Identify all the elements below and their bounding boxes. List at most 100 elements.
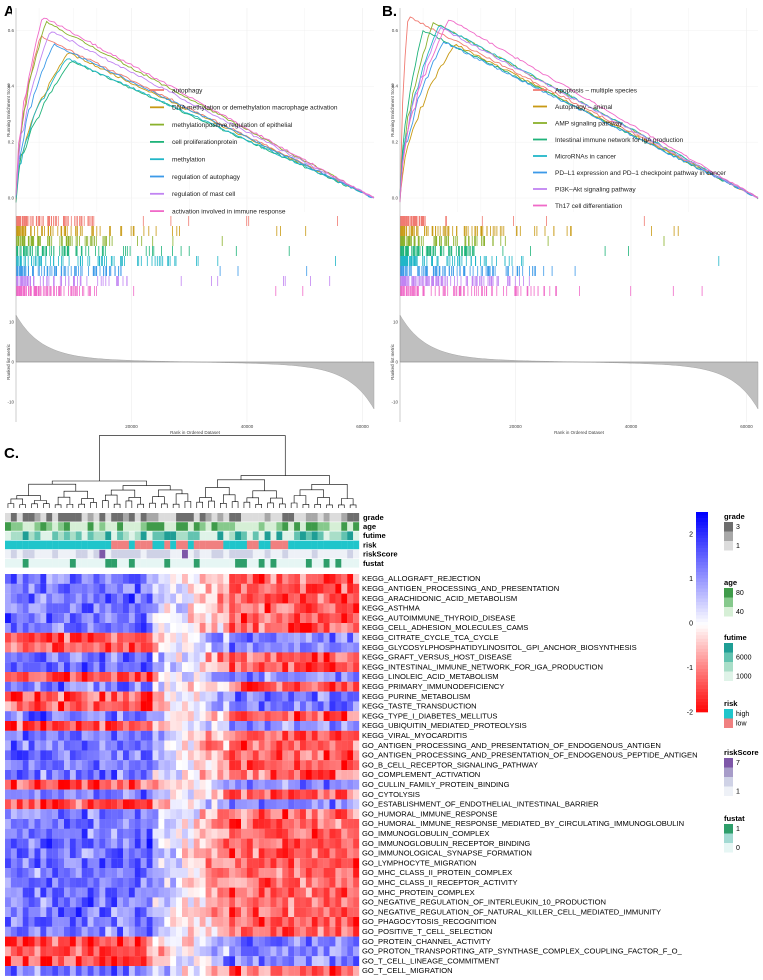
heatmap-cell — [193, 652, 200, 663]
heatmap-cell — [323, 946, 330, 957]
heatmap-cell — [5, 603, 12, 614]
heatmap-cell — [46, 809, 53, 820]
hit-mark — [59, 286, 60, 296]
heatmap-cell — [146, 603, 153, 614]
legend-entry: DNA methylation or demethylation macroph… — [172, 105, 338, 112]
colorbar-step — [696, 542, 708, 546]
heatmap-cell — [105, 779, 112, 790]
heatmap-cell — [164, 770, 171, 780]
heatmap-cell — [5, 966, 12, 976]
heatmap-cell — [229, 603, 236, 614]
heatmap-cell — [335, 711, 342, 722]
heatmap-cell — [182, 681, 189, 692]
heatmap-cell — [311, 652, 318, 663]
heatmap-cell — [5, 946, 12, 957]
heatmap-cell — [64, 838, 71, 849]
annotation-cell — [258, 549, 265, 559]
heatmap-cell — [170, 926, 177, 937]
heatmap-cell — [10, 632, 17, 643]
heatmap-cell — [128, 623, 135, 633]
heatmap-cell — [211, 593, 218, 604]
row-label: GO_IMMUNOGLOBULIN_COMPLEX — [362, 829, 489, 838]
hit-mark — [544, 286, 545, 296]
heatmap-cell — [140, 623, 147, 633]
annotation-cell — [158, 513, 165, 522]
heatmap-cell — [5, 828, 12, 839]
heatmap-cell — [282, 623, 289, 633]
hit-mark — [110, 226, 111, 236]
heatmap-cell — [294, 662, 301, 673]
hit-mark — [463, 286, 464, 296]
heatmap-cell — [323, 574, 330, 584]
heatmap-cell — [128, 672, 135, 682]
heatmap-cell — [264, 887, 271, 898]
annotation-cell — [40, 549, 47, 559]
heatmap-cell — [229, 838, 236, 849]
hit-mark — [424, 226, 426, 236]
hit-mark — [413, 246, 415, 256]
heatmap-cell — [329, 721, 336, 731]
heatmap-cell — [294, 819, 301, 829]
annotation-cell — [40, 531, 47, 540]
hit-mark — [429, 246, 431, 256]
heatmap-cell — [317, 672, 324, 682]
heatmap-cell — [205, 721, 212, 731]
heatmap-cell — [252, 740, 259, 751]
heatmap-cell — [288, 897, 295, 908]
hit-mark — [443, 276, 445, 286]
hit-mark — [442, 226, 444, 236]
hit-mark — [16, 246, 18, 256]
hit-mark — [16, 256, 18, 266]
hit-mark — [447, 256, 449, 266]
legend-entry: Apoptosis – multiple species — [555, 87, 638, 94]
hit-mark — [517, 266, 518, 276]
row-label: GO_PROTEIN_CHANNEL_ACTIVITY — [362, 937, 491, 946]
annotation-cell — [69, 559, 76, 568]
heatmap-cell — [288, 740, 295, 751]
hit-mark — [75, 266, 77, 276]
annotation-cell — [134, 522, 141, 531]
annotation-cell — [211, 531, 218, 540]
heatmap-cell — [52, 593, 59, 604]
hit-mark — [419, 216, 420, 226]
heatmap-cell — [10, 877, 17, 888]
heatmap-cell — [300, 711, 307, 722]
heatmap-cell — [305, 966, 312, 976]
heatmap-cell — [276, 721, 283, 731]
heatmap-cell — [282, 819, 289, 829]
heatmap-cell — [229, 613, 236, 624]
heatmap-cell — [58, 770, 65, 780]
heatmap-cell — [193, 603, 200, 614]
heatmap-cell — [199, 691, 206, 702]
heatmap-cell — [58, 936, 65, 947]
heatmap-cell — [182, 877, 189, 888]
hit-mark — [402, 246, 403, 256]
heatmap-cell — [311, 701, 318, 712]
heatmap-cell — [217, 623, 224, 633]
hit-mark — [513, 216, 514, 226]
heatmap-cell — [87, 917, 94, 927]
heatmap-cell — [64, 848, 71, 859]
heatmap-cell — [264, 877, 271, 888]
heatmap-cell — [335, 574, 342, 584]
heatmap-cell — [16, 946, 23, 957]
annotation-cell — [158, 531, 165, 540]
heatmap-cell — [276, 956, 283, 967]
heatmap-cell — [52, 711, 59, 722]
heatmap-cell — [64, 926, 71, 937]
heatmap-cell — [311, 828, 318, 839]
heatmap-cell — [341, 799, 348, 810]
annotation-cell — [335, 540, 342, 550]
hit-mark — [21, 286, 23, 296]
hit-mark — [35, 256, 36, 266]
heatmap-cell — [52, 887, 59, 898]
hit-mark — [94, 286, 95, 296]
heatmap-cell — [294, 593, 301, 604]
hit-mark — [428, 246, 430, 256]
heatmap-cell — [311, 574, 318, 584]
annotation-cell — [276, 549, 283, 559]
heatmap-cell — [329, 946, 336, 957]
heatmap-cell — [128, 966, 135, 976]
heatmap-cell — [146, 730, 153, 741]
heatmap-cell — [235, 642, 242, 653]
